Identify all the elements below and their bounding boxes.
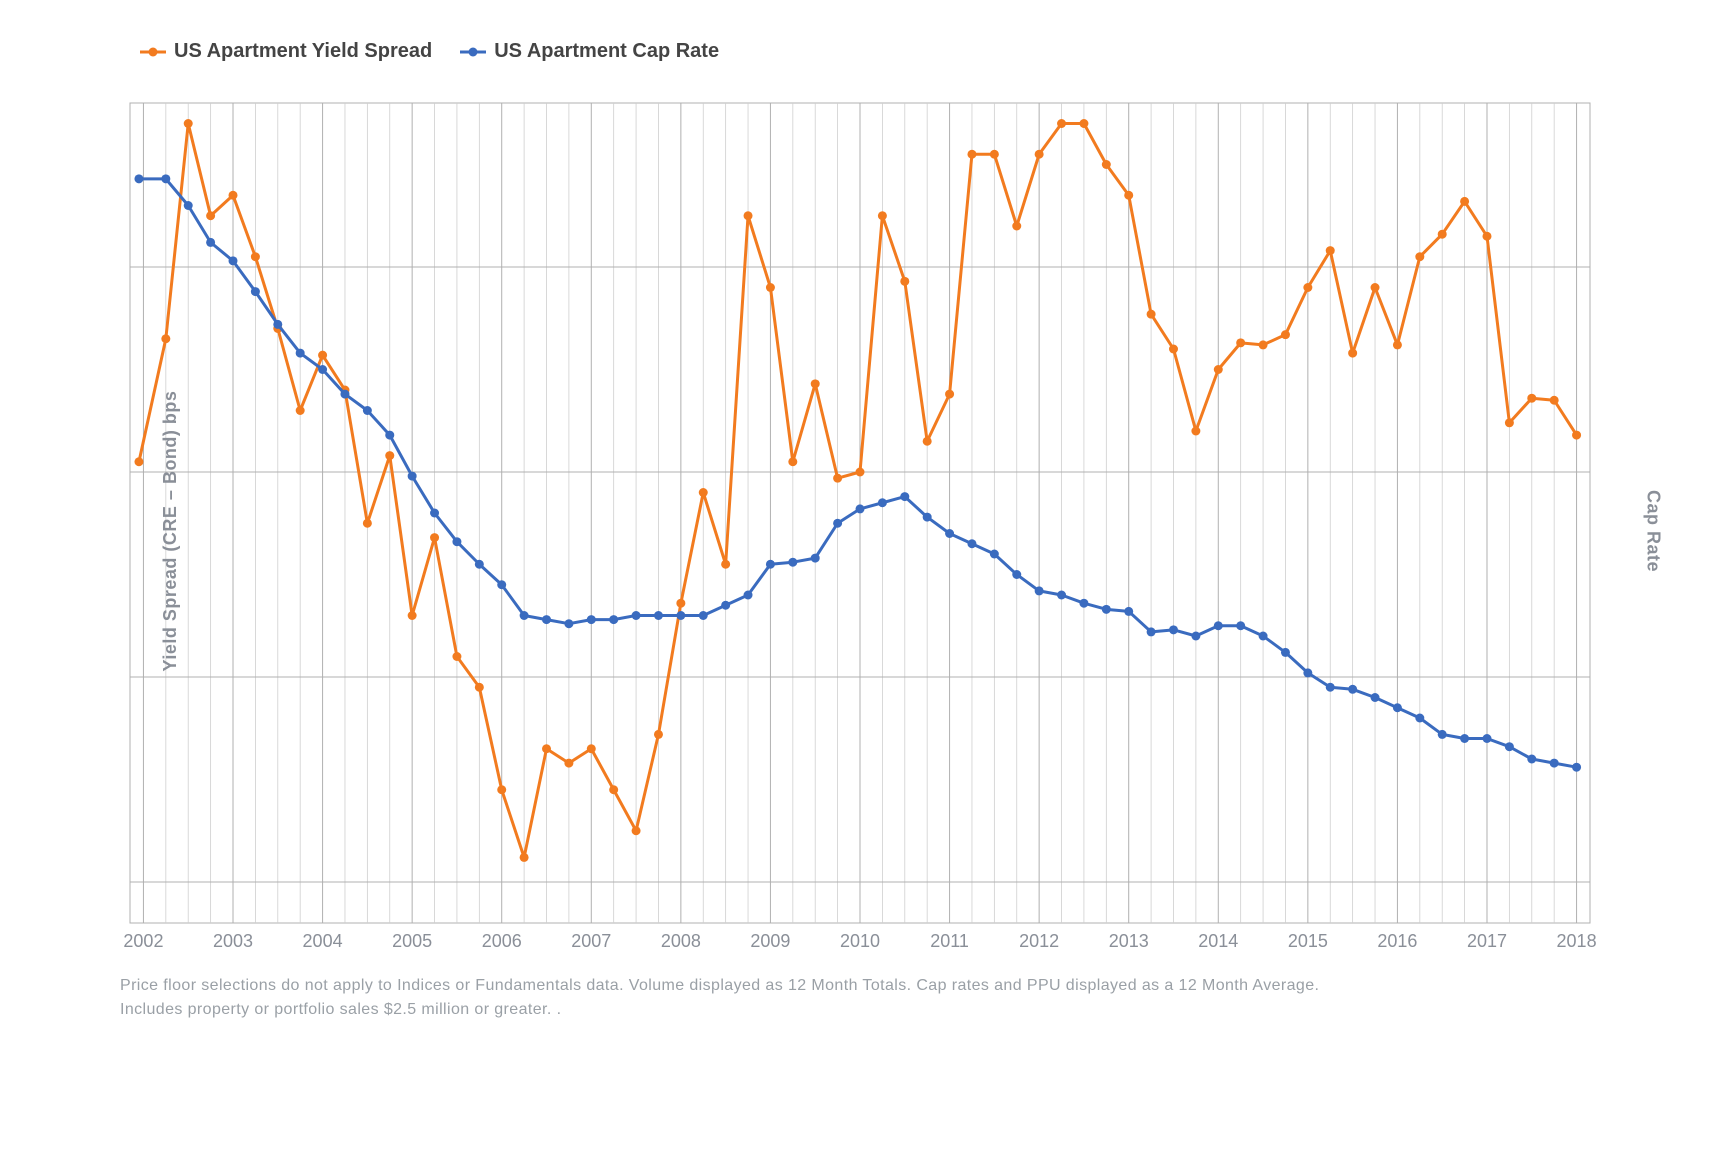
svg-text:2005: 2005 — [392, 931, 432, 951]
chart-plot: Yield Spread (CRE – Bond) bps Cap Rate 2… — [120, 93, 1612, 968]
svg-text:2006: 2006 — [482, 931, 522, 951]
legend-label-spread: US Apartment Yield Spread — [174, 40, 432, 63]
footnote-line-2: Includes property or portfolio sales $2.… — [120, 998, 1612, 1022]
svg-text:2017: 2017 — [1467, 931, 1507, 951]
y-right-axis-label: Cap Rate — [1642, 489, 1663, 571]
svg-text:2009: 2009 — [750, 931, 790, 951]
svg-text:2015: 2015 — [1288, 931, 1328, 951]
svg-text:2003: 2003 — [213, 931, 253, 951]
legend-item-cap: US Apartment Cap Rate — [460, 40, 719, 63]
svg-text:2013: 2013 — [1109, 931, 1149, 951]
svg-text:2002: 2002 — [123, 931, 163, 951]
svg-text:2008: 2008 — [661, 931, 701, 951]
legend-label-cap: US Apartment Cap Rate — [494, 40, 719, 63]
svg-text:2016: 2016 — [1377, 931, 1417, 951]
svg-text:2010: 2010 — [840, 931, 880, 951]
svg-text:2011: 2011 — [930, 931, 969, 951]
chart-svg: 2002 2003 2004 2005 2006 2007 2008 2009 2010 2011… — [120, 93, 1600, 963]
svg-text:2018: 2018 — [1557, 931, 1597, 951]
svg-text:2007: 2007 — [571, 931, 611, 951]
svg-text:2014: 2014 — [1198, 931, 1238, 951]
chart-footnote: Price floor selections do not apply to I… — [120, 974, 1612, 1022]
svg-text:2012: 2012 — [1019, 931, 1059, 951]
footnote-line-1: Price floor selections do not apply to I… — [120, 974, 1612, 998]
svg-text:2004: 2004 — [303, 931, 343, 951]
legend-swatch-cap — [460, 45, 486, 59]
y-left-axis-label: Yield Spread (CRE – Bond) bps — [160, 390, 181, 671]
chart-container: US Apartment Yield Spread US Apartment C… — [0, 0, 1732, 1170]
legend: US Apartment Yield Spread US Apartment C… — [140, 40, 1612, 63]
legend-item-spread: US Apartment Yield Spread — [140, 40, 432, 63]
legend-swatch-spread — [140, 45, 166, 59]
